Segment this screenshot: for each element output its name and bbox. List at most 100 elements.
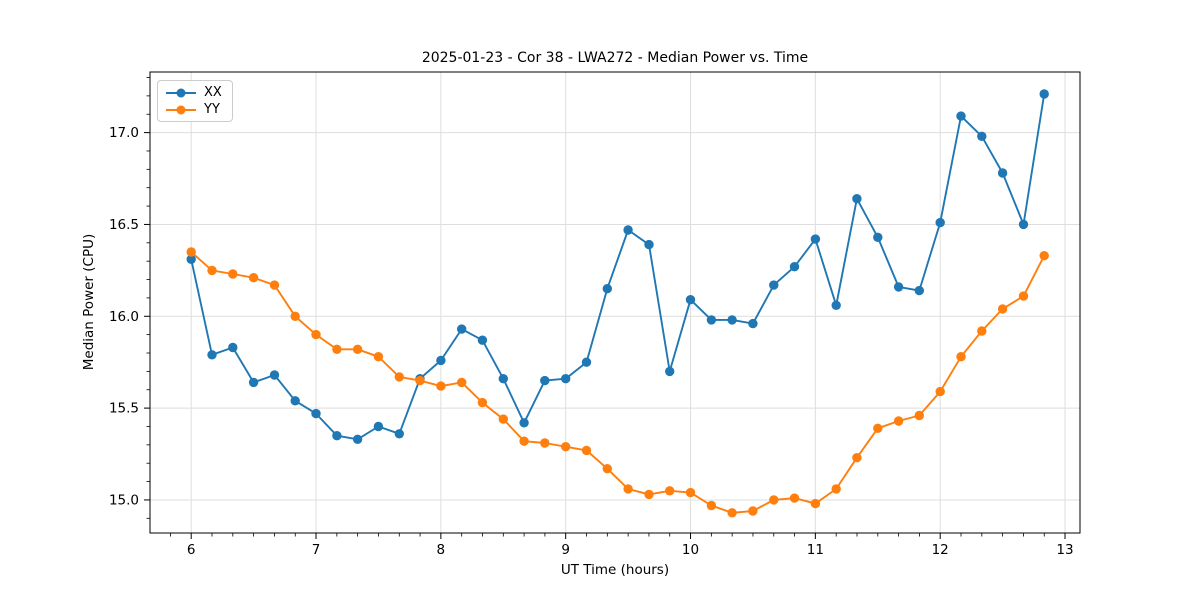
data-point-yy bbox=[1039, 251, 1049, 261]
data-point-yy bbox=[248, 273, 259, 283]
data-point-xx bbox=[436, 355, 446, 366]
data-point-yy bbox=[436, 381, 446, 391]
legend-item-xx: XX bbox=[166, 86, 222, 99]
data-point-xx bbox=[290, 396, 300, 406]
data-point-xx bbox=[498, 374, 508, 384]
chart-title: 2025-01-23 - Cor 38 - LWA272 - Median Po… bbox=[421, 50, 809, 66]
x-tick-label: 6 bbox=[187, 542, 196, 558]
series-line-xx bbox=[190, 93, 1046, 441]
data-point-yy bbox=[706, 500, 717, 511]
legend-swatch-yy bbox=[166, 105, 196, 115]
data-point-xx bbox=[561, 374, 571, 384]
data-point-yy bbox=[685, 487, 696, 498]
data-point-yy bbox=[831, 484, 841, 494]
legend-label-xx: XX bbox=[204, 85, 222, 100]
x-tick-label: 8 bbox=[437, 542, 446, 558]
legend-item-yy: YY bbox=[166, 103, 222, 116]
data-point-yy bbox=[644, 489, 654, 500]
plot-spines bbox=[149, 71, 1081, 534]
x-tick-label: 10 bbox=[682, 542, 699, 558]
data-point-xx bbox=[810, 234, 821, 244]
data-point-xx bbox=[1018, 219, 1029, 230]
data-point-xx bbox=[602, 284, 612, 294]
data-point-yy bbox=[769, 495, 779, 505]
data-point-yy bbox=[477, 397, 488, 408]
data-point-xx bbox=[831, 300, 841, 310]
legend: XX YY bbox=[157, 80, 233, 122]
data-point-xx bbox=[352, 434, 363, 444]
data-point-xx bbox=[873, 232, 883, 242]
data-point-yy bbox=[290, 311, 300, 321]
data-point-xx bbox=[519, 418, 529, 428]
data-point-xx bbox=[457, 324, 467, 334]
dot-marker-icon bbox=[176, 88, 186, 97]
data-point-yy bbox=[186, 247, 196, 257]
data-point-yy bbox=[914, 410, 924, 421]
data-point-yy bbox=[623, 484, 633, 494]
data-point-yy bbox=[332, 344, 342, 354]
data-point-xx bbox=[623, 225, 633, 235]
data-point-yy bbox=[415, 375, 425, 386]
data-point-yy bbox=[519, 436, 529, 446]
data-point-yy bbox=[893, 416, 904, 426]
x-tick-label: 9 bbox=[561, 542, 570, 558]
data-point-xx bbox=[706, 315, 717, 325]
data-point-yy bbox=[457, 377, 467, 388]
x-tick-label: 12 bbox=[932, 542, 949, 558]
data-point-yy bbox=[311, 329, 321, 340]
x-tick-label: 13 bbox=[1056, 542, 1073, 558]
data-point-xx bbox=[914, 285, 924, 296]
data-point-yy bbox=[498, 414, 508, 424]
data-point-xx bbox=[665, 366, 675, 377]
data-point-yy bbox=[997, 304, 1008, 314]
legend-swatch-xx bbox=[166, 88, 196, 98]
y-tick-label: 16.5 bbox=[109, 217, 139, 233]
data-point-yy bbox=[956, 352, 966, 362]
data-point-yy bbox=[935, 386, 945, 397]
y-tick-label: 16.0 bbox=[109, 309, 139, 325]
y-tick-label: 15.0 bbox=[109, 492, 139, 508]
data-point-xx bbox=[269, 370, 280, 380]
x-axis-label: UT Time (hours) bbox=[560, 562, 670, 578]
data-point-xx bbox=[248, 377, 259, 388]
data-point-yy bbox=[1018, 291, 1029, 301]
data-point-xx bbox=[581, 357, 592, 367]
y-tick-label: 17.0 bbox=[109, 125, 139, 141]
data-point-yy bbox=[581, 445, 592, 456]
data-point-xx bbox=[852, 194, 862, 204]
data-point-xx bbox=[685, 295, 696, 305]
data-point-xx bbox=[789, 262, 800, 272]
data-point-yy bbox=[269, 280, 280, 290]
data-point-xx bbox=[207, 350, 217, 360]
data-point-xx bbox=[977, 131, 987, 141]
data-point-yy bbox=[561, 442, 571, 452]
data-point-xx bbox=[373, 421, 384, 432]
data-point-xx bbox=[1039, 89, 1049, 99]
data-point-xx bbox=[186, 254, 196, 264]
data-point-yy bbox=[665, 486, 675, 496]
data-point-xx bbox=[332, 431, 342, 441]
data-point-xx bbox=[997, 168, 1008, 178]
data-point-yy bbox=[373, 352, 384, 362]
y-axis-label: Median Power (CPU) bbox=[81, 233, 97, 371]
data-point-yy bbox=[394, 372, 404, 382]
data-point-yy bbox=[748, 506, 758, 516]
data-point-xx bbox=[935, 217, 945, 228]
data-point-xx bbox=[727, 315, 737, 325]
legend-label-yy: YY bbox=[204, 102, 220, 117]
data-point-yy bbox=[602, 464, 612, 474]
data-point-xx bbox=[228, 342, 238, 353]
data-point-xx bbox=[769, 280, 779, 290]
data-point-xx bbox=[477, 335, 488, 345]
data-point-yy bbox=[207, 265, 217, 276]
data-point-yy bbox=[727, 508, 737, 518]
data-point-yy bbox=[977, 326, 987, 336]
data-point-xx bbox=[540, 375, 550, 386]
data-point-xx bbox=[748, 318, 758, 329]
dot-marker-icon bbox=[176, 105, 186, 114]
data-point-yy bbox=[810, 498, 821, 509]
y-tick-label: 15.5 bbox=[109, 401, 139, 417]
data-point-yy bbox=[852, 453, 862, 463]
